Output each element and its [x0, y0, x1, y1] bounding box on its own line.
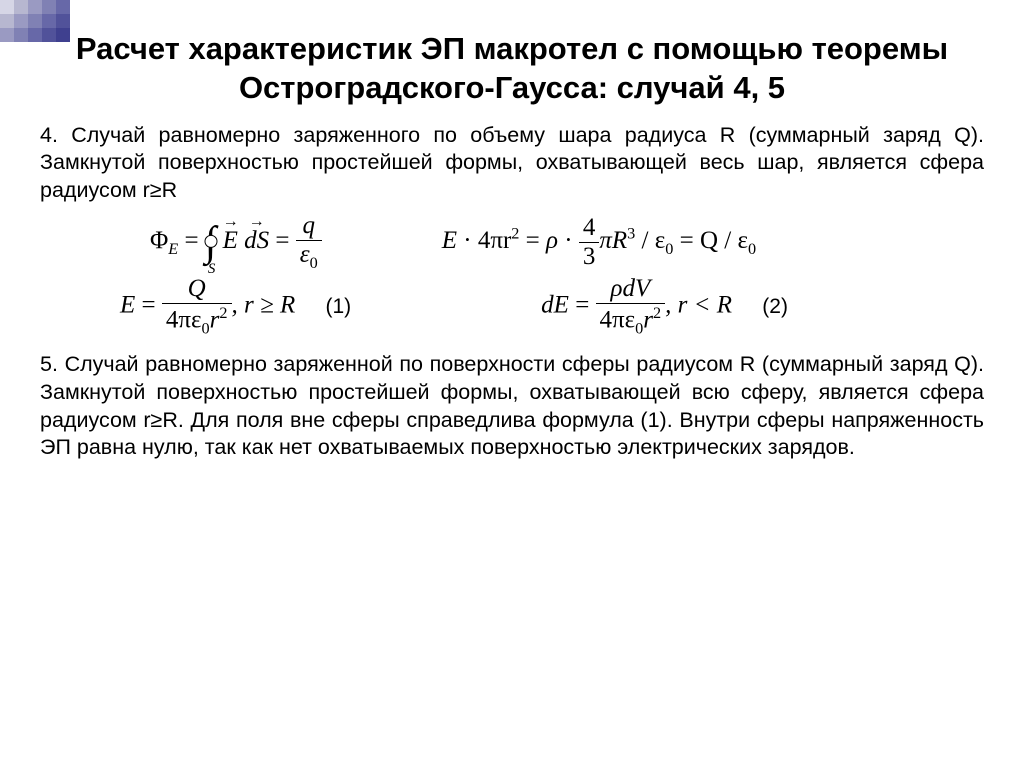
deco-cell: [42, 14, 56, 28]
phi-sub: E: [168, 240, 178, 258]
equation-row-1: ΦE = ∫S E dS = q ε0 E · 4πr2 = ρ · 4 3 π…: [40, 211, 984, 273]
case5-text: 5. Случай равномерно заряженной по повер…: [40, 351, 984, 463]
deco-cell: [28, 28, 42, 42]
deco-cell: [42, 0, 56, 14]
frac-den-4pieps-r2: 4πε0r2: [162, 303, 232, 338]
deco-cell: [14, 28, 28, 42]
eps-sym: ε: [300, 241, 310, 268]
oint-symbol: ∫S: [205, 221, 217, 263]
rho-sym: ρ: [546, 227, 558, 254]
four-pi-r2: 4πr2: [478, 227, 520, 254]
vec-E: E: [223, 227, 238, 255]
slide-title: Расчет характеристик ЭП макротел с помощ…: [40, 30, 984, 108]
frac-den-3: 3: [579, 242, 600, 271]
frac-num-Q: Q: [162, 275, 232, 303]
vec-dS: dS: [244, 227, 269, 255]
eq-flux-sphere: E · 4πr2 = ρ · 4 3 πR3 / ε0 = Q / ε0: [322, 214, 984, 271]
cond-lt: , r < R: [665, 292, 732, 319]
eq-dE-inside: dE = ρdV 4πε0r2 , r < R (2): [351, 275, 984, 338]
piR3: πR3: [599, 227, 635, 254]
deco-cell: [56, 0, 70, 14]
frac-num-rhodV: ρdV: [596, 275, 666, 303]
oint-limit: S: [208, 262, 216, 277]
deco-cell: [28, 14, 42, 28]
deco-cell: [14, 14, 28, 28]
frac-den-eps0: ε0: [296, 240, 322, 273]
deco-cell: [14, 0, 28, 14]
frac-num-q: q: [296, 212, 322, 240]
cond-ge: , r ≥ R: [232, 292, 296, 319]
div-eps0: / ε0: [635, 227, 673, 254]
deco-cell: [0, 14, 14, 28]
case4-intro: 4. Случай равномерно заряженного по объе…: [40, 122, 984, 206]
eps-sub: 0: [310, 254, 318, 272]
deco-cell: [56, 14, 70, 28]
deco-cell: [56, 28, 70, 42]
slide-content: Расчет характеристик ЭП макротел с помощ…: [0, 0, 1024, 462]
eq-E-outside: E = Q 4πε0r2 , r ≥ R (1): [40, 275, 351, 338]
eq-flux-definition: ΦE = ∫S E dS = q ε0: [40, 212, 322, 273]
deco-cell: [0, 0, 14, 14]
deco-cell: [28, 0, 42, 14]
deco-cell: [42, 28, 56, 42]
equation-row-2: E = Q 4πε0r2 , r ≥ R (1) dE = ρdV 4πε0r2…: [40, 275, 984, 338]
eq-Q-eps0: = Q / ε0: [673, 227, 756, 254]
phi-symbol: Φ: [150, 227, 168, 254]
frac-den-4pieps-r2-b: 4πε0r2: [596, 303, 666, 338]
E-sym2: E: [120, 292, 135, 319]
deco-cell: [0, 28, 14, 42]
E-sym: E: [442, 227, 457, 254]
corner-decoration: [0, 0, 70, 42]
frac-num-4: 4: [579, 214, 600, 242]
dE-sym: dE: [541, 292, 569, 319]
eq-label-2: (2): [738, 295, 788, 318]
eq-label-1: (1): [301, 295, 351, 318]
